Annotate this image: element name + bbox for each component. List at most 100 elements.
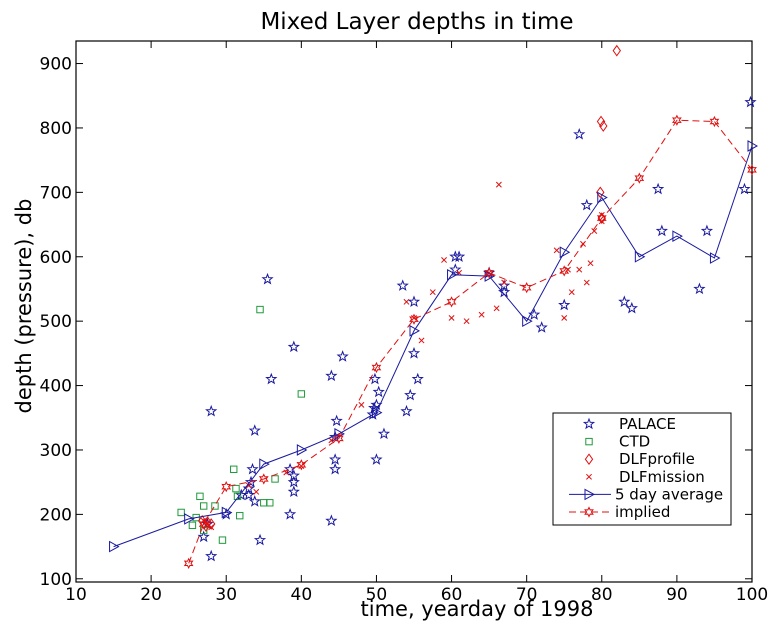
series-line-implied bbox=[188, 119, 753, 564]
legend-marker-dlfprofile bbox=[584, 453, 594, 466]
legend-label-5-day-average: 5 day average bbox=[615, 485, 723, 503]
legend-box bbox=[552, 412, 732, 526]
data-point-dlfprofile bbox=[599, 120, 608, 132]
data-point-implied bbox=[634, 172, 645, 184]
data-point-palace bbox=[287, 485, 300, 498]
data-point-implied bbox=[521, 282, 532, 294]
data-point-palace bbox=[329, 453, 342, 465]
x-tick-label: 10 bbox=[65, 585, 87, 605]
data-point-ctd bbox=[232, 484, 240, 493]
data-point-5-day-average bbox=[597, 191, 608, 204]
data-point-palace bbox=[558, 298, 571, 311]
data-point-dlfmission bbox=[568, 289, 575, 296]
data-point-palace bbox=[336, 350, 349, 362]
data-point-ctd bbox=[192, 513, 200, 522]
data-point-implied bbox=[484, 267, 494, 279]
data-point-palace bbox=[449, 250, 462, 262]
data-point-ctd bbox=[233, 492, 242, 501]
data-point-5-day-average bbox=[334, 428, 345, 440]
x-tick-label: 80 bbox=[591, 585, 613, 605]
series-ctd bbox=[177, 305, 306, 544]
data-point-dlfmission bbox=[418, 337, 425, 344]
data-point-dlfmission bbox=[591, 228, 598, 234]
data-point-5-day-average bbox=[184, 513, 195, 525]
series-line-5-day-average bbox=[113, 145, 753, 548]
data-point-palace bbox=[377, 427, 391, 440]
data-point-implied bbox=[198, 518, 209, 530]
data-point-implied bbox=[446, 296, 457, 308]
x-tick-label: 50 bbox=[366, 585, 388, 605]
data-point-palace bbox=[449, 263, 462, 275]
data-point-palace bbox=[618, 295, 631, 308]
axis-ticks: 10 20 30 40 50 60 70 80 90 100 100 200 300 400 500 600 7… bbox=[40, 41, 768, 605]
data-point-dlfmission bbox=[441, 257, 447, 263]
y-tick-label: 600 bbox=[40, 248, 72, 268]
data-point-palace bbox=[197, 530, 210, 543]
data-point-palace bbox=[248, 495, 261, 507]
data-point-palace bbox=[287, 469, 300, 481]
data-point-implied bbox=[221, 481, 232, 493]
data-point-ctd bbox=[188, 521, 197, 530]
data-point-palace bbox=[396, 279, 409, 291]
data-point-dlfmission bbox=[245, 482, 252, 489]
data-point-5-day-average bbox=[296, 444, 308, 456]
data-point-dlfmission bbox=[561, 314, 568, 321]
data-point-5-day-average bbox=[672, 230, 683, 242]
data-point-palace bbox=[261, 272, 274, 285]
data-point-ctd bbox=[260, 499, 268, 507]
data-point-5-day-average bbox=[409, 324, 421, 337]
data-point-dlfmission bbox=[495, 181, 502, 188]
legend-label-dlfprofile: DLFprofile bbox=[619, 450, 695, 468]
series-5-day-average bbox=[109, 140, 759, 553]
y-axis-title: depth (pressure), db bbox=[12, 199, 36, 414]
data-point-palace bbox=[744, 95, 757, 108]
y-tick-label: 800 bbox=[40, 119, 72, 139]
x-tick-label: 100 bbox=[736, 585, 768, 605]
data-point-5-day-average bbox=[371, 406, 383, 419]
data-point-palace bbox=[248, 424, 261, 436]
legend-label-ctd: CTD bbox=[619, 433, 650, 451]
data-point-5-day-average bbox=[559, 246, 571, 259]
data-point-palace bbox=[370, 453, 383, 465]
data-point-palace bbox=[325, 514, 338, 527]
y-tick-label: 100 bbox=[40, 570, 72, 590]
data-point-implied bbox=[409, 313, 419, 325]
data-point-dlfmission bbox=[583, 279, 590, 286]
data-point-palace bbox=[404, 388, 417, 401]
data-point-palace bbox=[287, 340, 300, 353]
data-point-implied bbox=[747, 164, 757, 176]
data-point-palace bbox=[573, 127, 586, 140]
y-tick-label: 500 bbox=[40, 312, 72, 332]
legend-item-palace: PALACE bbox=[582, 415, 676, 433]
data-point-dlfprofile bbox=[612, 44, 622, 57]
y-tick-label: 700 bbox=[40, 183, 72, 203]
data-point-palace bbox=[655, 224, 668, 237]
data-point-implied bbox=[183, 557, 194, 569]
data-point-ctd bbox=[230, 465, 238, 473]
data-point-palace bbox=[253, 533, 267, 546]
data-point-dlfmission bbox=[208, 524, 215, 531]
x-tick-label: 20 bbox=[140, 585, 162, 605]
data-point-dlfmission bbox=[501, 279, 508, 286]
data-point-dlfmission bbox=[253, 488, 260, 495]
legend-marker-palace bbox=[582, 417, 596, 430]
data-point-palace bbox=[329, 462, 342, 475]
data-point-5-day-average bbox=[747, 140, 759, 152]
series-implied bbox=[183, 114, 757, 569]
data-point-palace bbox=[411, 372, 424, 385]
x-tick-label: 90 bbox=[666, 585, 688, 605]
data-point-palace bbox=[407, 295, 421, 308]
data-point-implied bbox=[672, 114, 682, 126]
x-tick-label: 40 bbox=[291, 585, 313, 605]
legend-item-implied: implied bbox=[569, 503, 670, 521]
legend-item-dlfprofile: DLFprofile bbox=[584, 450, 695, 468]
data-point-palace bbox=[205, 404, 218, 417]
data-point-dlfmission bbox=[298, 463, 305, 470]
y-tick-label: 400 bbox=[40, 377, 72, 397]
series-palace bbox=[197, 95, 757, 562]
x-axis-title: time, yearday of 1998 bbox=[361, 597, 594, 621]
legend-item-ctd: CTD bbox=[585, 433, 650, 451]
data-point-palace bbox=[693, 282, 706, 295]
data-point-implied bbox=[258, 473, 269, 485]
data-point-implied bbox=[596, 212, 607, 224]
